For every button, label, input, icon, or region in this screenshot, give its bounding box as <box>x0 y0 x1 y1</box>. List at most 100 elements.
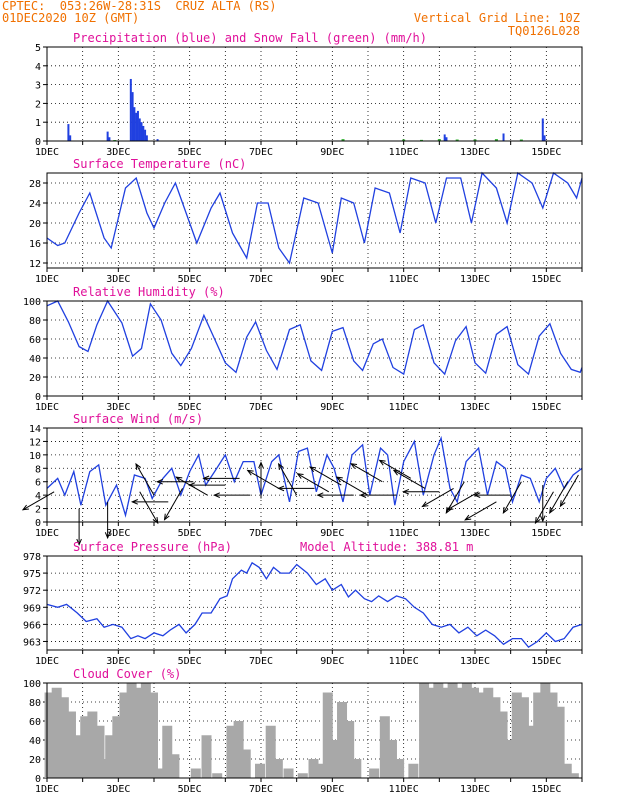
panel-frame <box>46 555 583 651</box>
y-tick-label: 2 <box>35 505 41 516</box>
cloud-bar <box>112 716 123 778</box>
wind-arrow-head <box>152 516 159 525</box>
y-tick-label: 0 <box>35 518 41 529</box>
precip-bar <box>138 118 141 141</box>
precip-bar <box>108 137 111 141</box>
station-info: CPTEC: 053:26W-28:31S CRUZ ALTA (RS) <box>2 0 277 13</box>
panel-frame <box>46 300 583 397</box>
x-tick-label: 15DEC <box>531 528 561 539</box>
wind-arrow-head <box>402 488 410 495</box>
x-tick-label: 9DEC <box>320 147 344 158</box>
cloud-bar <box>87 711 98 778</box>
x-tick-label: 15DEC <box>531 402 561 413</box>
y-tick-label: 20 <box>29 219 41 230</box>
cloud-bar <box>386 740 397 778</box>
y-tick-label: 966 <box>23 620 41 631</box>
cloud-bar <box>547 692 558 778</box>
wind-arrow-head <box>258 461 264 469</box>
x-tick-label: 1DEC <box>35 528 59 539</box>
cloud-bar <box>568 773 579 778</box>
cloud-bar <box>265 725 276 778</box>
snow-bar <box>341 139 345 141</box>
cloud-bar <box>140 683 151 778</box>
x-tick-label: 15DEC <box>531 656 561 667</box>
cloud-bar <box>433 683 444 778</box>
cloud-bar <box>169 754 180 778</box>
cloud-bar <box>518 697 529 778</box>
wind-arrow-head <box>534 516 541 525</box>
y-tick-label: 4 <box>35 491 41 502</box>
cloud-bar <box>94 725 105 778</box>
cloud-bar <box>497 711 508 778</box>
snow-bar <box>519 139 523 141</box>
precip-bar <box>133 107 136 141</box>
wind-arrow-head <box>135 462 142 470</box>
y-tick-label: 40 <box>29 736 41 747</box>
x-tick-label: 1DEC <box>35 784 59 795</box>
cloud-bar <box>240 749 251 778</box>
panel-title: Cloud Cover (%) <box>73 667 181 681</box>
x-tick-label: 7DEC <box>249 402 273 413</box>
wind-arrow-head <box>277 485 285 492</box>
x-tick-label: 13DEC <box>460 274 490 285</box>
cloud-bar <box>190 768 201 778</box>
precip-bar <box>106 131 109 141</box>
cloud-bar <box>297 773 308 778</box>
x-tick-label: 9DEC <box>320 402 344 413</box>
cloud-bar <box>212 773 223 778</box>
panel-frame <box>46 682 583 779</box>
cloud-bar <box>379 716 390 778</box>
precip-bar <box>144 129 147 141</box>
x-tick-label: 5DEC <box>178 656 202 667</box>
cloud-bar <box>272 759 283 778</box>
cloud-bar <box>58 697 69 778</box>
cloud-bar <box>554 706 565 778</box>
x-tick-label: 1DEC <box>35 656 59 667</box>
wind-arrow-head <box>76 538 82 546</box>
wind-arrow-head <box>175 476 183 483</box>
precip-bar <box>145 135 148 141</box>
wind-arrow-head <box>316 492 324 498</box>
temperature-line <box>46 171 583 265</box>
cloud-bar <box>65 711 76 778</box>
wind-arrow-head <box>163 513 170 521</box>
cloud-bar <box>454 687 465 778</box>
y-tick-label: 5 <box>35 43 41 54</box>
precip-bar <box>135 112 138 141</box>
y-tick-label: 2 <box>35 99 41 110</box>
y-tick-label: 80 <box>29 316 41 327</box>
cloud-bar <box>322 692 333 778</box>
wind-arrow <box>393 469 426 489</box>
cloud-bar <box>426 687 437 778</box>
wind-arrow <box>22 491 55 511</box>
cloud-bar <box>408 763 419 778</box>
cloud-bar <box>351 759 362 778</box>
y-tick-label: 100 <box>23 679 41 690</box>
precip-bar <box>543 135 546 141</box>
wind-arrow-head <box>464 514 472 521</box>
wind-arrow-head <box>392 469 400 476</box>
y-tick-label: 40 <box>29 354 41 365</box>
x-tick-label: 11DEC <box>389 274 419 285</box>
x-tick-label: 11DEC <box>389 528 419 539</box>
y-tick-label: 60 <box>29 717 41 728</box>
x-tick-label: 3DEC <box>106 147 130 158</box>
x-tick-label: 5DEC <box>178 147 202 158</box>
cloud-bar <box>419 683 430 778</box>
x-tick-label: 11DEC <box>389 656 419 667</box>
wind-speed-line <box>46 435 583 518</box>
panel-title: Surface Wind (m/s) <box>73 412 203 426</box>
panel-title: Precipitation (blue) and Snow Fall (gree… <box>73 31 427 45</box>
x-tick-label: 5DEC <box>178 784 202 795</box>
cloud-bar <box>447 683 458 778</box>
wind-arrow <box>309 466 342 486</box>
x-tick-label: 1DEC <box>35 402 59 413</box>
precip-bar <box>445 137 448 141</box>
panel-title: Surface Pressure (hPa) <box>73 540 232 554</box>
y-tick-label: 14 <box>29 424 41 435</box>
y-tick-label: 972 <box>23 586 41 597</box>
cloud-bar <box>329 740 340 778</box>
panel-title: Relative Humidity (%) <box>73 285 225 299</box>
y-tick-label: 24 <box>29 199 41 210</box>
y-tick-label: 20 <box>29 373 41 384</box>
